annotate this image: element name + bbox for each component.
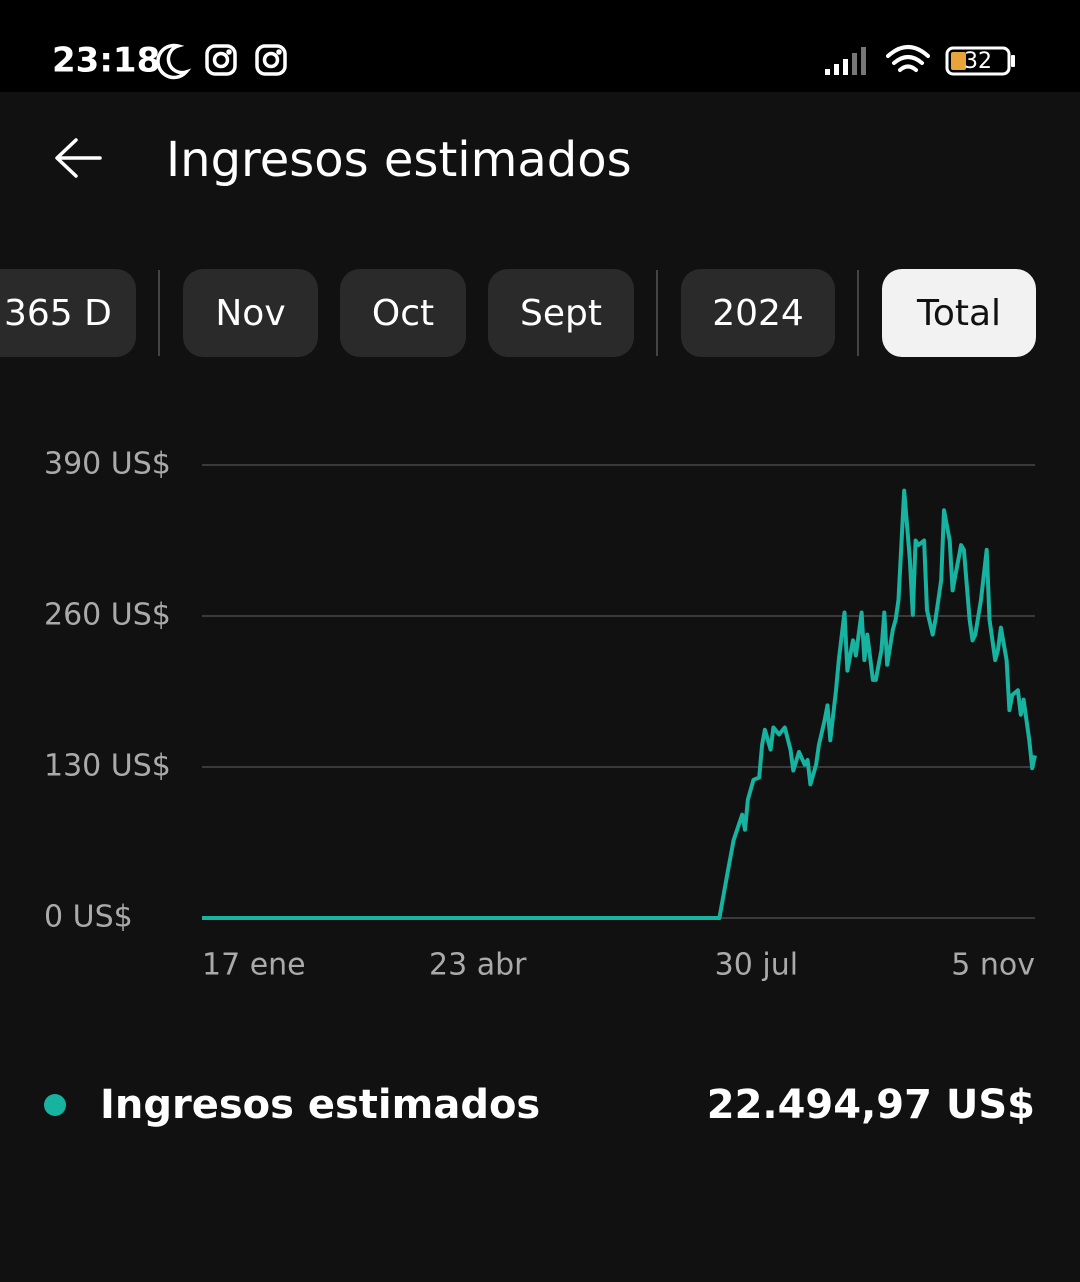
x-tick-label: 5 nov xyxy=(951,948,1035,983)
signal-icon xyxy=(825,47,866,75)
wifi-icon xyxy=(886,45,930,72)
data-line xyxy=(202,488,1037,920)
page-title: Ingresos estimados xyxy=(166,132,632,188)
tab-label[interactable]: Oct xyxy=(372,293,434,334)
moon-icon xyxy=(156,43,192,80)
instagram-icons xyxy=(205,44,287,76)
x-tick-label: 17 ene xyxy=(202,948,306,983)
tab-label[interactable]: 365 D xyxy=(4,293,112,334)
battery-tip xyxy=(1011,55,1015,67)
tab-label[interactable]: Sept xyxy=(520,293,602,334)
x-tick-label: 30 jul xyxy=(715,948,798,983)
y-tick-label: 0 US$ xyxy=(44,900,133,935)
tab-button[interactable] xyxy=(681,269,835,357)
tab-button[interactable] xyxy=(488,269,634,357)
battery-icon xyxy=(945,46,1011,76)
tab-button[interactable] xyxy=(183,269,318,357)
x-tick-label: 23 abr xyxy=(429,948,527,983)
total-value: 22.494,97 US$ xyxy=(707,1082,1035,1128)
tab-button[interactable] xyxy=(340,269,466,357)
status-time: 23:18 xyxy=(52,41,160,81)
legend-dot xyxy=(44,1094,66,1116)
tab-button[interactable] xyxy=(0,269,136,357)
back-button[interactable] xyxy=(55,138,102,178)
status-bar xyxy=(0,0,1080,92)
tab-button[interactable] xyxy=(882,269,1036,357)
y-tick-label: 390 US$ xyxy=(44,447,171,482)
y-tick-label: 260 US$ xyxy=(44,598,171,633)
tab-label[interactable]: 2024 xyxy=(712,293,804,334)
y-tick-label: 130 US$ xyxy=(44,749,171,784)
battery-text: 32 xyxy=(964,49,992,74)
tab-label[interactable]: Nov xyxy=(215,293,285,334)
tab-label[interactable]: Total xyxy=(916,293,1001,334)
legend-label: Ingresos estimados xyxy=(100,1082,540,1128)
battery-level xyxy=(951,52,966,70)
